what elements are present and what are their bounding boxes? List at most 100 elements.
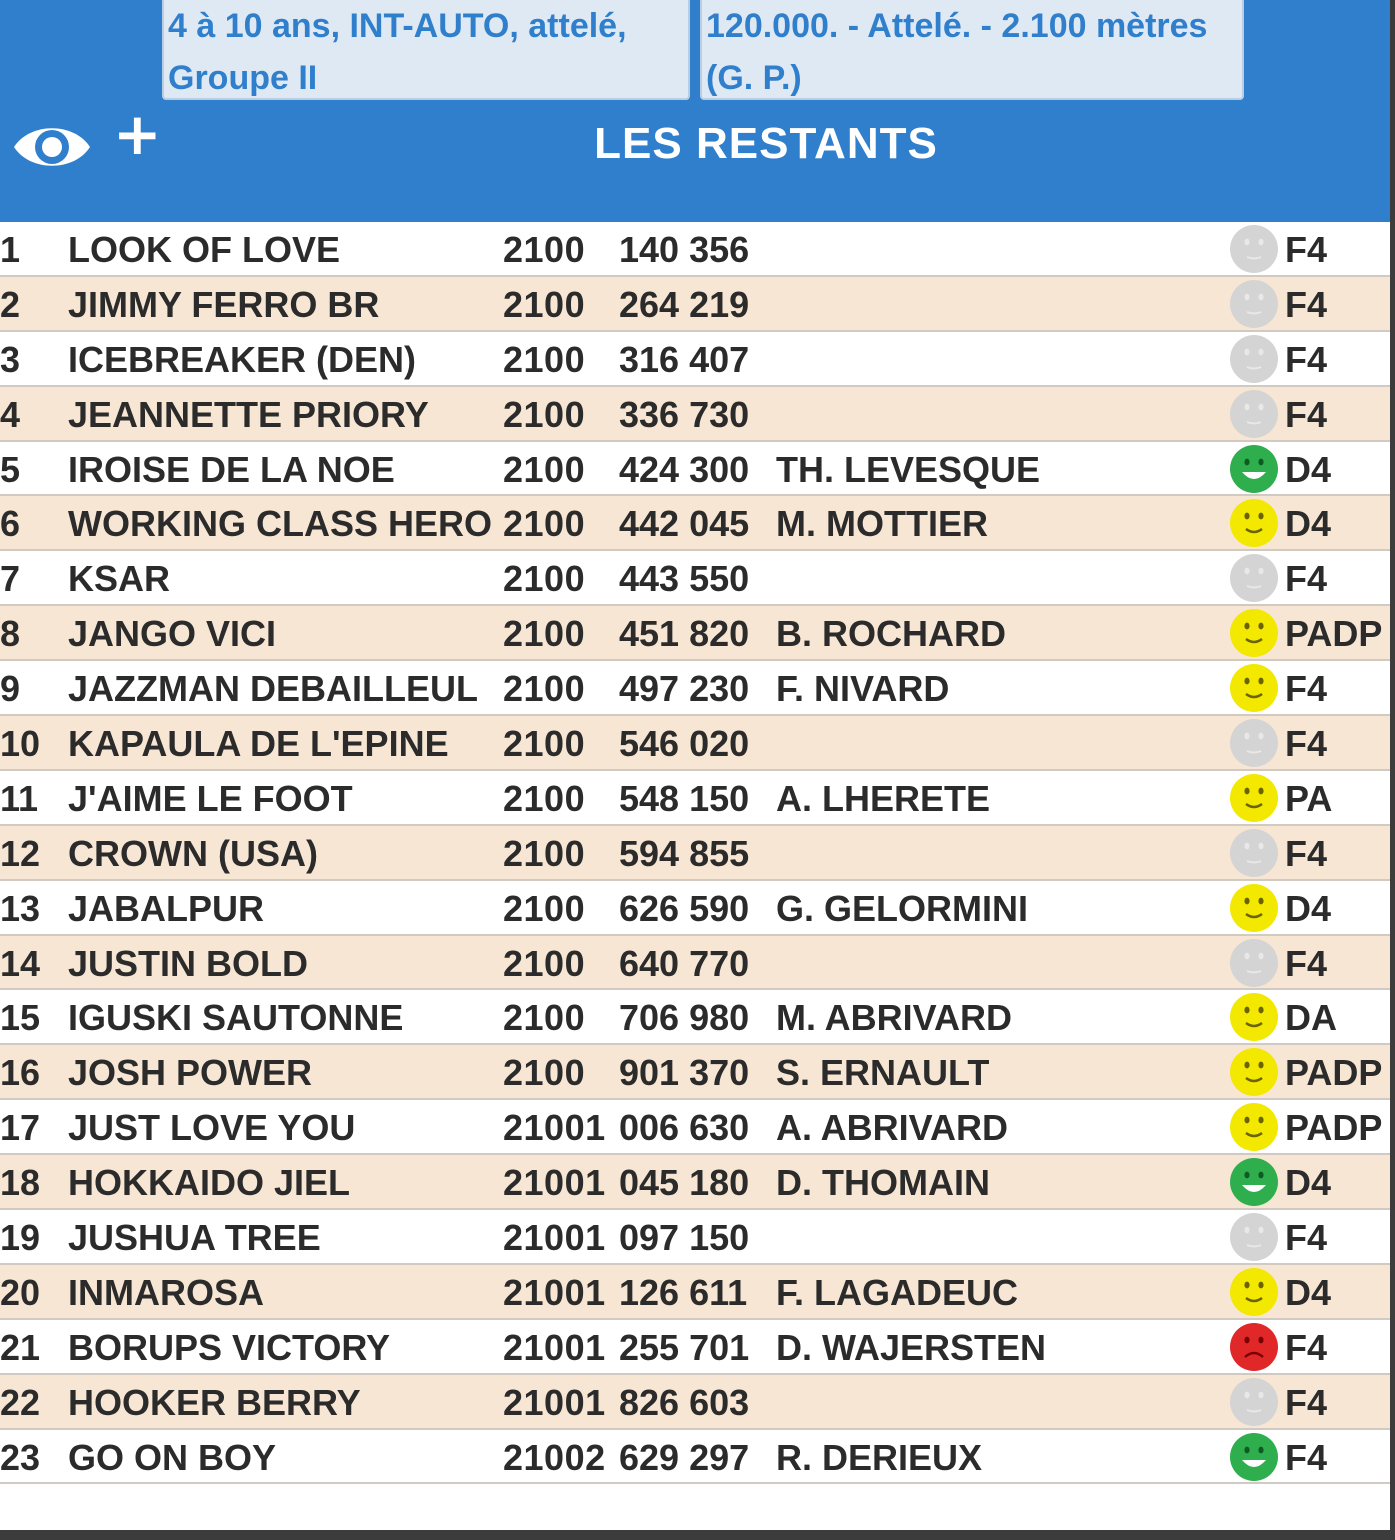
runner-value: 546 020	[619, 723, 750, 765]
runner-distance: 21001	[503, 1271, 606, 1313]
runner-number: 2	[0, 283, 21, 325]
eye-icon[interactable]	[12, 118, 92, 181]
runner-value: 336 730	[619, 393, 750, 435]
runner-row[interactable]: 7 KSAR 2100 443 550 F4	[0, 551, 1390, 607]
runner-driver: TH. LEVESQUE	[776, 448, 1041, 490]
runner-code: D4	[1285, 448, 1332, 490]
runner-code: F4	[1285, 393, 1328, 435]
runner-row[interactable]: 6 WORKING CLASS HERO 2100 442 045 M. MOTTIER…	[0, 496, 1390, 552]
runner-driver: F. LAGADEUC	[776, 1271, 1018, 1313]
mood-yellow-face-icon	[1229, 608, 1279, 658]
runner-distance: 2100	[503, 997, 586, 1039]
runner-driver: A. ABRIVARD	[776, 1107, 1008, 1149]
runner-number: 6	[0, 503, 21, 545]
runner-row[interactable]: 5 IROISE DE LA NOE 2100 424 300 TH. LEVESQUE…	[0, 441, 1390, 497]
page-title: LES RESTANTS	[594, 119, 938, 168]
runner-row[interactable]: 1 LOOK OF LOVE 2100 140 356 F4	[0, 222, 1390, 277]
runner-name: IGUSKI SAUTONNE	[68, 997, 404, 1039]
runner-row[interactable]: 8 JANGO VICI 2100 451 820 B. ROCHARD PADP	[0, 606, 1390, 662]
runner-distance: 2100	[503, 832, 586, 874]
mood-gray-face-icon	[1229, 938, 1279, 988]
runner-code: F4	[1285, 1326, 1328, 1368]
runner-code: PADP	[1285, 613, 1383, 655]
runner-number: 4	[0, 393, 21, 435]
runner-row[interactable]: 2 JIMMY FERRO BR 2100 264 219 F4	[0, 276, 1390, 332]
runner-number: 23	[0, 1436, 41, 1478]
runner-row[interactable]: 23 GO ON BOY 21002 629 297 R. DERIEUX F4	[0, 1429, 1390, 1485]
runner-code: D4	[1285, 887, 1332, 929]
runner-driver: M. MOTTIER	[776, 503, 988, 545]
runner-row[interactable]: 16 JOSH POWER 2100 901 370 S. ERNAULT PADP	[0, 1045, 1390, 1101]
runner-driver: G. GELORMINI	[776, 887, 1028, 929]
runner-value: 626 590	[619, 887, 750, 929]
runner-code: D4	[1285, 503, 1332, 545]
runner-code: F4	[1285, 338, 1328, 380]
race-prize-line-2: (G. P.)	[706, 59, 802, 97]
runner-distance: 2100	[503, 668, 586, 710]
runner-value: 706 980	[619, 997, 750, 1039]
runner-code: PADP	[1285, 1052, 1383, 1094]
race-prize-line-1: 120.000. - Attelé. - 2.100 mètres	[706, 7, 1208, 45]
runner-driver: R. DERIEUX	[776, 1436, 983, 1478]
mood-gray-face-icon	[1229, 279, 1279, 329]
runner-code: F4	[1285, 558, 1328, 600]
mood-yellow-face-icon	[1229, 1102, 1279, 1152]
mood-gray-face-icon	[1229, 224, 1279, 274]
runner-number: 19	[0, 1217, 41, 1259]
runner-value: 629 297	[619, 1436, 750, 1478]
plus-button[interactable]: +	[113, 100, 162, 168]
runner-code: D4	[1285, 1162, 1332, 1204]
runner-row[interactable]: 12 CROWN (USA) 2100 594 855 F4	[0, 825, 1390, 881]
runner-distance: 21001	[503, 1107, 606, 1149]
mood-gray-face-icon	[1229, 1212, 1279, 1262]
runner-name: J'AIME LE FOOT	[68, 777, 353, 819]
runner-code: F4	[1285, 1436, 1328, 1478]
runner-row[interactable]: 15 IGUSKI SAUTONNE 2100 706 980 M. ABRIVARD D…	[0, 990, 1390, 1046]
runner-name: KAPAULA DE L'EPINE	[68, 723, 449, 765]
runner-distance: 2100	[503, 558, 586, 600]
runner-row[interactable]: 14 JUSTIN BOLD 2100 640 770 F4	[0, 935, 1390, 991]
runner-distance: 2100	[503, 1052, 586, 1094]
runner-row[interactable]: 4 JEANNETTE PRIORY 2100 336 730 F4	[0, 386, 1390, 442]
runner-code: F4	[1285, 668, 1328, 710]
runner-row[interactable]: 9 JAZZMAN DEBAILLEUL 2100 497 230 F. NIVARD F…	[0, 661, 1390, 717]
runner-distance: 2100	[503, 613, 586, 655]
runner-code: F4	[1285, 1217, 1328, 1259]
mood-yellow-face-icon	[1229, 773, 1279, 823]
runner-driver: B. ROCHARD	[776, 613, 1006, 655]
runner-value: 126 611	[619, 1271, 748, 1313]
runner-row[interactable]: 18 HOKKAIDO JIEL 21001 045 180 D. THOMAIN D4	[0, 1155, 1390, 1211]
runner-value: 640 770	[619, 942, 750, 984]
runner-distance: 2100	[503, 338, 586, 380]
runner-code: PADP	[1285, 1107, 1383, 1149]
runner-value: 442 045	[619, 503, 750, 545]
runner-name: BORUPS VICTORY	[68, 1326, 391, 1368]
runner-row[interactable]: 20 INMAROSA 21001 126 611 F. LAGADEUC D4	[0, 1264, 1390, 1320]
runner-number: 10	[0, 723, 41, 765]
runners-list: 1 LOOK OF LOVE 2100 140 356 F4 2 JIMMY FERRO B…	[0, 222, 1390, 1485]
runner-value: 045 180	[619, 1162, 750, 1204]
mood-green-face-icon	[1229, 444, 1279, 494]
runner-number: 5	[0, 448, 21, 490]
runner-distance: 21001	[503, 1162, 606, 1204]
runner-row[interactable]: 10 KAPAULA DE L'EPINE 2100 546 020 F4	[0, 716, 1390, 771]
race-conditions-box: 4 à 10 ans, INT-AUTO, attelé, Groupe II	[162, 0, 690, 100]
runner-value: 006 630	[619, 1107, 750, 1149]
runner-value: 097 150	[619, 1217, 750, 1259]
mood-green-face-icon	[1229, 1432, 1279, 1482]
runner-value: 264 219	[619, 283, 750, 325]
runner-row[interactable]: 19 JUSHUA TREE 21001 097 150 F4	[0, 1210, 1390, 1265]
runner-row[interactable]: 13 JABALPUR 2100 626 590 G. GELORMINI D4	[0, 880, 1390, 936]
runner-code: F4	[1285, 229, 1328, 270]
race-conditions-line-1: 4 à 10 ans, INT-AUTO, attelé,	[168, 7, 627, 45]
runner-code: F4	[1285, 942, 1328, 984]
runner-number: 1	[0, 229, 21, 270]
runner-row[interactable]: 22 HOOKER BERRY 21001 826 603 F4	[0, 1374, 1390, 1430]
runner-row[interactable]: 3 ICEBREAKER (DEN) 2100 316 407 F4	[0, 331, 1390, 387]
runner-row[interactable]: 17 JUST LOVE YOU 21001 006 630 A. ABRIVARD PA…	[0, 1100, 1390, 1156]
runner-value: 316 407	[619, 338, 750, 380]
runner-row[interactable]: 21 BORUPS VICTORY 21001 255 701 D. WAJERSTEN…	[0, 1319, 1390, 1375]
runner-row[interactable]: 11 J'AIME LE FOOT 2100 548 150 A. LHERETE PA	[0, 770, 1390, 826]
runner-name: JEANNETTE PRIORY	[68, 393, 429, 435]
